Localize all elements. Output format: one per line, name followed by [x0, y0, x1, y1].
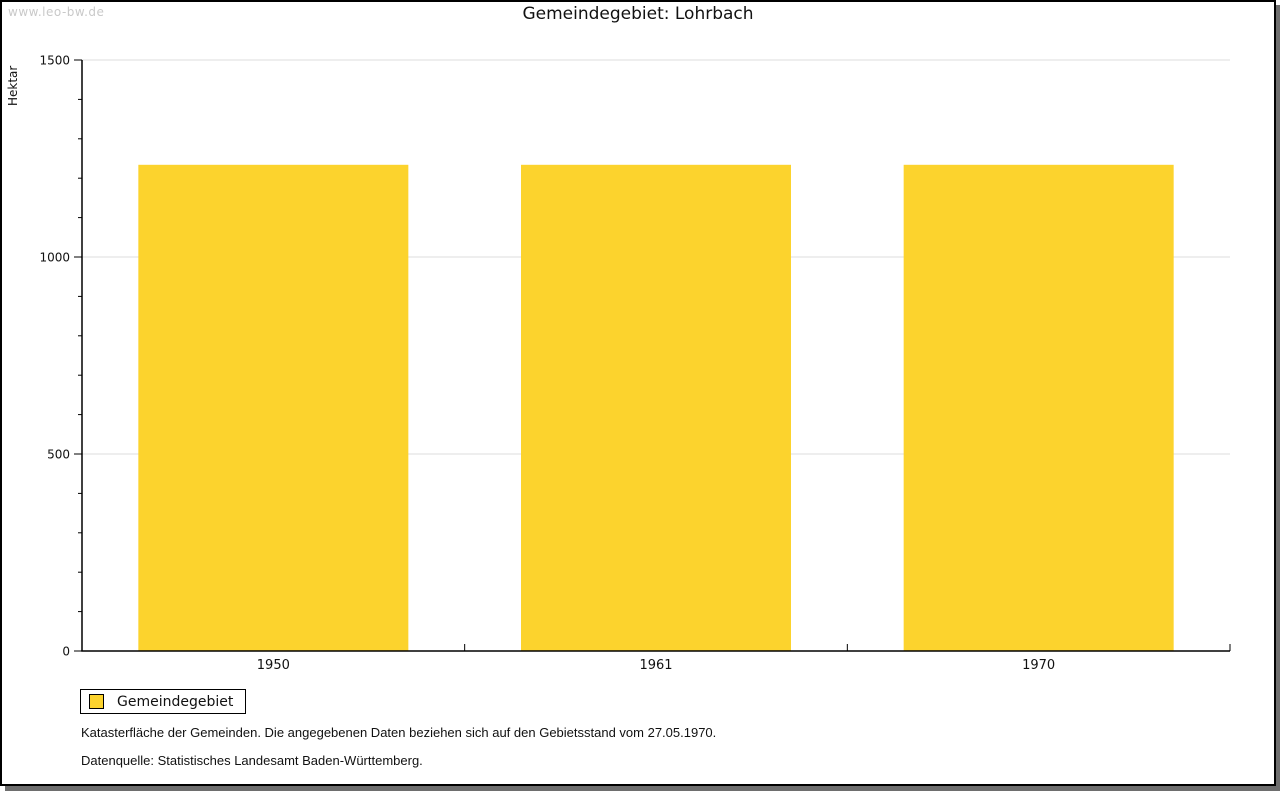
legend-label-gemeindegebiet: Gemeindegebiet: [117, 693, 234, 710]
watermark-leo-bw: www.leo-bw.de: [8, 5, 105, 19]
y-tick-label-0: 0: [62, 645, 70, 659]
x-tick-label-1961: 1961: [639, 658, 672, 673]
footnote-data-source: Datenquelle: Statistisches Landesamt Bad…: [81, 753, 423, 768]
footnote-description: Katasterfläche der Gemeinden. Die angege…: [81, 725, 717, 740]
bar-1950: [138, 164, 409, 651]
legend: Gemeindegebiet: [80, 689, 247, 714]
legend-swatch-gemeindegebiet: [89, 694, 104, 709]
x-tick-label-1950: 1950: [257, 658, 290, 673]
y-tick-label-500: 500: [47, 448, 70, 462]
y-tick-label-1500: 1500: [39, 54, 70, 68]
bar-1961: [521, 164, 791, 651]
y-tick-label-1000: 1000: [39, 251, 70, 265]
footnotes: Katasterfläche der Gemeinden. Die angege…: [81, 725, 716, 781]
bar-1970: [903, 164, 1174, 651]
chart-title: Gemeindegebiet: Lohrbach: [522, 4, 754, 24]
x-tick-label-1970: 1970: [1022, 658, 1055, 673]
